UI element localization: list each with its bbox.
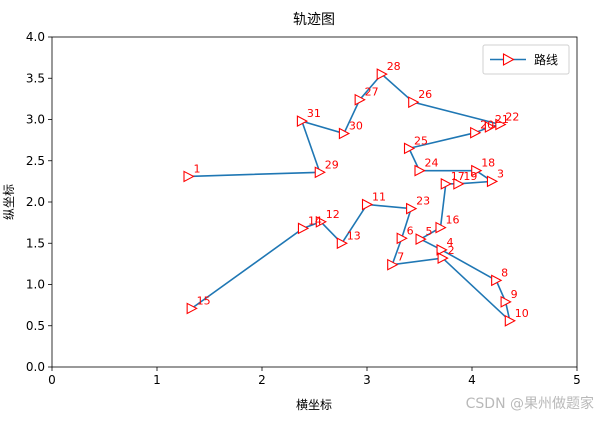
x-tick-label: 2 — [258, 373, 266, 387]
route-point-label: 21 — [495, 113, 509, 126]
x-tick-label: 1 — [153, 373, 161, 387]
x-tick-label: 0 — [48, 373, 56, 387]
route-point-marker — [470, 126, 482, 139]
route-point-label: 20 — [480, 119, 494, 132]
route-point-marker — [406, 202, 418, 215]
route-point-marker — [436, 243, 448, 256]
route-point-label: 31 — [307, 107, 321, 120]
y-axis-label: 纵坐标 — [2, 184, 16, 220]
route-point-marker — [414, 164, 426, 177]
route-point-label: 19 — [463, 170, 477, 183]
route-point-label: 24 — [425, 157, 439, 170]
x-axis-ticks: 0 1 2 3 4 5 — [48, 367, 581, 387]
route-point-label: 13 — [347, 229, 361, 242]
route-point-label: 7 — [397, 251, 404, 264]
route-point-marker — [387, 258, 399, 271]
y-axis-ticks: 0.0 0.5 1.0 1.5 2.0 2.5 3.0 3.5 4.0 — [26, 30, 52, 374]
route-point-label: 12 — [326, 208, 340, 221]
route-point-marker — [183, 170, 195, 183]
route-point-marker — [440, 177, 452, 190]
route-point-label: 11 — [372, 190, 386, 203]
route-point-marker — [500, 295, 512, 308]
route-point-label: 16 — [446, 214, 460, 227]
route-point-label: 1 — [194, 162, 201, 175]
route-point-marker — [408, 96, 420, 109]
route-point-label: 9 — [511, 288, 518, 301]
route-point-label: 30 — [349, 120, 363, 133]
route-point-label: 4 — [447, 236, 454, 249]
route-point-marker — [297, 222, 310, 235]
route-point-label: 2 — [448, 244, 455, 257]
route-markers — [183, 68, 516, 327]
route-point-marker — [453, 177, 465, 190]
route-point-label: 22 — [505, 110, 519, 123]
route-point-marker — [296, 115, 309, 128]
route-point-label: 8 — [501, 266, 508, 279]
route-point-marker — [336, 237, 348, 250]
route-point-marker — [315, 215, 327, 228]
x-tick-label: 3 — [363, 373, 371, 387]
legend-marker-triangle-right-icon — [502, 53, 515, 66]
route-point-label: 17 — [451, 170, 465, 183]
route-point-marker — [314, 166, 326, 179]
route-point-marker — [486, 175, 499, 188]
x-axis-label: 横坐标 — [296, 398, 332, 412]
chart-title: 轨迹图 — [293, 12, 335, 28]
route-point-label: 25 — [414, 134, 428, 147]
y-tick-label: 3.5 — [26, 71, 45, 85]
route-point-label: 6 — [407, 224, 414, 237]
route-point-marker — [361, 198, 374, 211]
route-point-marker — [396, 232, 408, 245]
route-point-label: 26 — [418, 88, 432, 101]
route-point-label: 15 — [197, 294, 211, 307]
y-tick-label: 1.0 — [26, 278, 45, 292]
route-point-marker — [484, 121, 497, 133]
legend: 路线 — [482, 44, 570, 75]
route-point-marker — [338, 127, 351, 140]
route-point-marker — [354, 93, 366, 106]
plot-area-frame — [51, 36, 578, 368]
route-point-label: 29 — [325, 158, 339, 171]
x-tick-label: 4 — [468, 373, 476, 387]
route-point-label: 28 — [387, 60, 401, 73]
route-point-label: 23 — [416, 195, 430, 208]
route-line — [188, 72, 512, 324]
route-point-marker — [435, 221, 447, 234]
y-tick-label: 0.0 — [26, 360, 45, 374]
route-point-marker — [491, 274, 503, 287]
route-point-label: 3 — [497, 167, 504, 180]
route-point-marker — [376, 68, 388, 81]
watermark: CSDN @果州做题家 — [465, 396, 594, 412]
route-point-label: 14 — [308, 214, 322, 227]
y-tick-label: 0.5 — [26, 319, 45, 333]
y-tick-label: 2.5 — [26, 154, 45, 168]
legend-label: 路线 — [534, 52, 558, 67]
y-tick-label: 4.0 — [26, 30, 45, 44]
route-point-marker — [403, 142, 416, 155]
route-point-label: 18 — [481, 157, 495, 170]
route-point-marker — [504, 314, 516, 327]
route-point-marker — [186, 302, 198, 315]
route-point-label: 5 — [426, 225, 433, 238]
y-tick-label: 3.0 — [26, 113, 45, 127]
route-point-label: 27 — [365, 86, 379, 99]
y-tick-label: 2.0 — [26, 195, 45, 209]
route-point-marker — [437, 252, 449, 265]
route-point-marker — [415, 233, 427, 246]
x-tick-label: 5 — [573, 373, 581, 387]
route-point-marker — [495, 118, 507, 131]
route-point-marker — [471, 164, 483, 177]
route-point-label: 10 — [515, 307, 529, 320]
y-tick-label: 1.5 — [26, 236, 45, 250]
